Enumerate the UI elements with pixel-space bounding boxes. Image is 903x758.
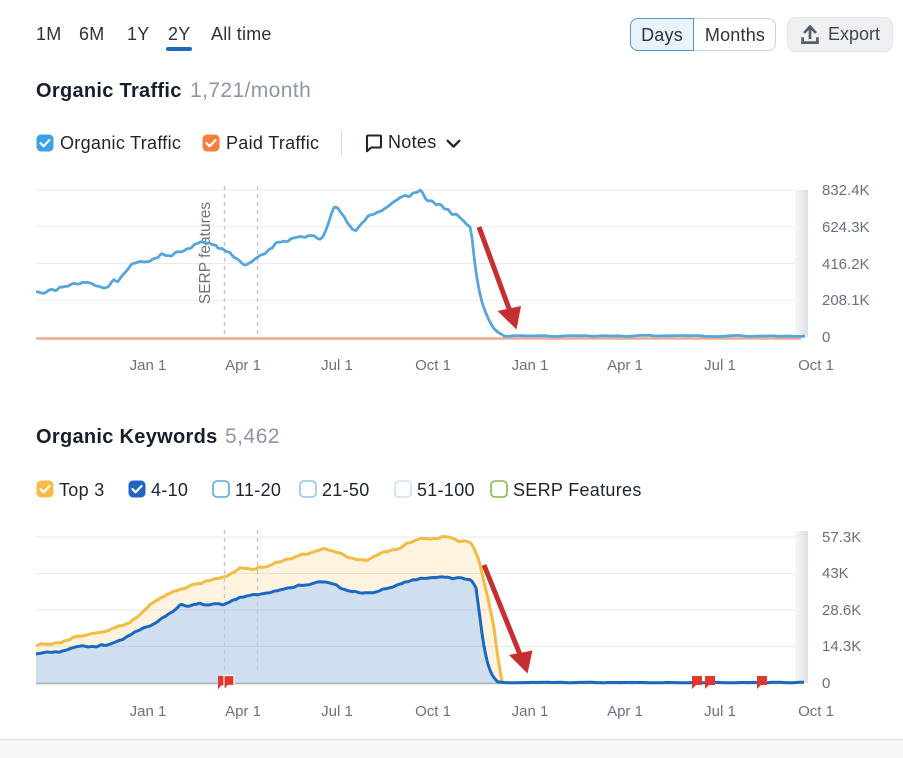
svg-text:SERP features: SERP features [197, 202, 214, 304]
svg-text:Jul 1: Jul 1 [704, 703, 736, 720]
svg-text:43K: 43K [822, 565, 849, 582]
svg-text:Oct 1: Oct 1 [415, 357, 451, 374]
svg-text:57.3K: 57.3K [822, 529, 861, 546]
svg-text:Apr 1: Apr 1 [225, 703, 261, 720]
svg-text:Jul 1: Jul 1 [704, 357, 736, 374]
svg-text:Oct 1: Oct 1 [798, 357, 834, 374]
svg-text:Jan 1: Jan 1 [512, 357, 549, 374]
svg-text:Jan 1: Jan 1 [130, 703, 167, 720]
svg-text:0: 0 [822, 675, 830, 692]
svg-text:Apr 1: Apr 1 [607, 357, 643, 374]
svg-text:0: 0 [822, 329, 830, 346]
svg-text:208.1K: 208.1K [822, 292, 870, 309]
svg-text:28.6K: 28.6K [822, 602, 861, 619]
svg-text:832.4K: 832.4K [822, 182, 870, 199]
svg-text:Jan 1: Jan 1 [130, 357, 167, 374]
svg-text:Oct 1: Oct 1 [798, 703, 834, 720]
svg-text:Apr 1: Apr 1 [607, 703, 643, 720]
svg-text:416.2K: 416.2K [822, 256, 870, 273]
svg-text:Jul 1: Jul 1 [321, 357, 353, 374]
svg-text:Jan 1: Jan 1 [512, 703, 549, 720]
svg-text:Oct 1: Oct 1 [415, 703, 451, 720]
svg-text:Jul 1: Jul 1 [321, 703, 353, 720]
svg-text:14.3K: 14.3K [822, 638, 861, 655]
svg-text:Apr 1: Apr 1 [225, 357, 261, 374]
svg-text:624.3K: 624.3K [822, 219, 870, 236]
